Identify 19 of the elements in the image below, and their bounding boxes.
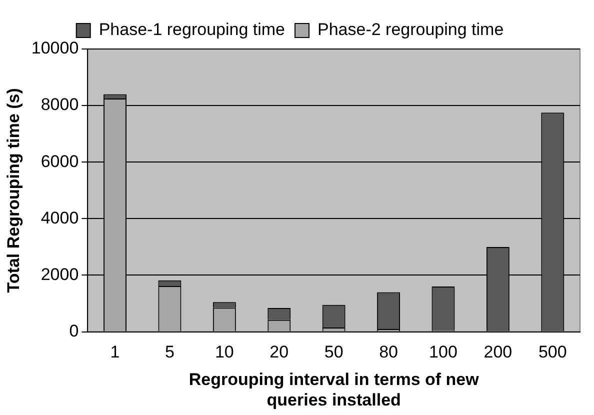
legend-label: Phase-2 regrouping time — [318, 20, 504, 40]
y-tick-label: 2000 — [40, 264, 79, 284]
x-tick-label: 50 — [324, 342, 344, 362]
y-tick-label: 8000 — [40, 95, 79, 114]
y-tick-label: 10000 — [31, 38, 79, 58]
x-axis-title: Regrouping interval in terms of new queries installed — [188, 370, 480, 410]
legend-label: Phase-1 regrouping time — [98, 20, 286, 40]
y-tick-label: 6000 — [40, 152, 79, 171]
x-tick-label: 200 — [484, 342, 512, 362]
x-tick-label: 10 — [214, 342, 234, 362]
y-tick-label: 4000 — [40, 208, 79, 228]
x-tick-label: 80 — [379, 342, 398, 362]
x-tick-label: 1 — [110, 342, 120, 362]
x-tick-label: 500 — [538, 342, 567, 362]
x-tick-label: 5 — [164, 342, 174, 362]
x-tick-label: 20 — [270, 342, 289, 362]
y-axis-title: Total Regrouping time (s) — [4, 88, 23, 293]
y-tick-label: 0 — [69, 321, 79, 340]
x-tick-label: 100 — [429, 342, 458, 362]
